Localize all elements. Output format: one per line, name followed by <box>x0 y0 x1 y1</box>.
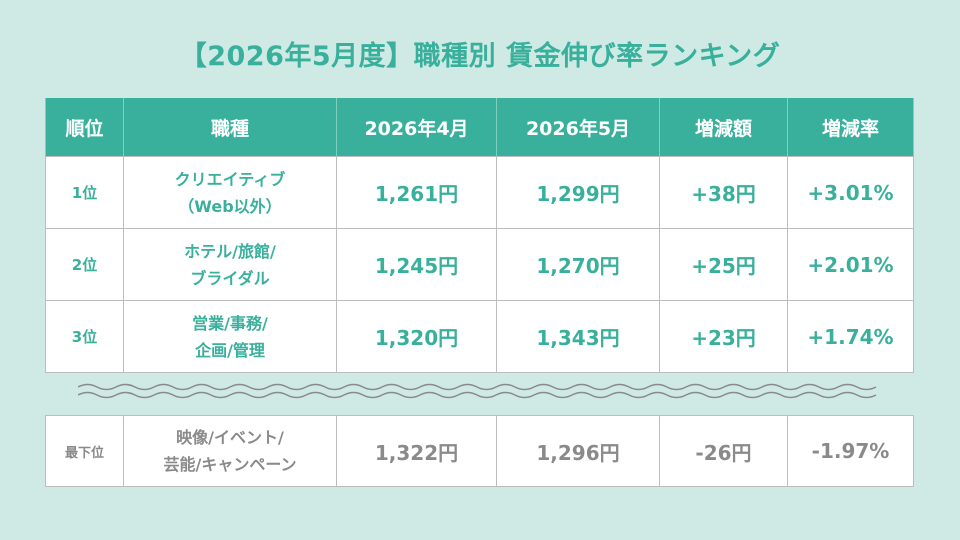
table-row: 2位 ホテル/旅館/ ブライダル 1,245円 1,270円 +25円 +2.0… <box>45 228 914 301</box>
may-cell: 1,299円 <box>496 156 660 229</box>
job-cell: 営業/事務/ 企画/管理 <box>123 300 337 373</box>
may-cell: 1,270円 <box>496 228 660 301</box>
wave-line-lower <box>78 391 877 399</box>
job-cell: クリエイティブ （Web以外） <box>123 156 337 229</box>
job-cell: ホテル/旅館/ ブライダル <box>123 228 337 301</box>
april-cell: 1,261円 <box>336 156 497 229</box>
header-april: 2026年4月 <box>336 98 497 157</box>
job-cell: 映像/イベント/ 芸能/キャンペーン <box>123 415 337 487</box>
header-job: 職種 <box>123 98 337 157</box>
wave-line-upper <box>78 383 877 391</box>
diff-cell: +25円 <box>659 228 788 301</box>
rate-cell: +2.01% <box>787 228 914 301</box>
table-row: 3位 営業/事務/ 企画/管理 1,320円 1,343円 +23円 +1.74… <box>45 300 914 373</box>
rate-cell: +3.01% <box>787 156 914 229</box>
diff-cell: -26円 <box>659 415 788 487</box>
table-header-row: 順位 職種 2026年4月 2026年5月 増減額 増減率 <box>45 98 914 157</box>
job-line-2: ブライダル <box>190 268 270 288</box>
job-line-1: ホテル/旅館/ <box>184 241 276 261</box>
job-line-1: クリエイティブ <box>174 169 286 189</box>
rank-cell: 3位 <box>45 300 124 373</box>
rate-cell: +1.74% <box>787 300 914 373</box>
may-cell: 1,343円 <box>496 300 660 373</box>
job-line-2: 企画/管理 <box>195 340 265 360</box>
header-may: 2026年5月 <box>496 98 660 157</box>
header-rate: 増減率 <box>787 98 914 157</box>
april-cell: 1,320円 <box>336 300 497 373</box>
page-title: 【2026年5月度】職種別 賃金伸び率ランキング <box>179 41 781 72</box>
may-cell: 1,296円 <box>496 415 660 487</box>
ranking-table: 順位 職種 2026年4月 2026年5月 増減額 増減率 1位 クリエイティブ… <box>45 98 914 373</box>
wave-divider <box>78 383 877 399</box>
job-line-2: 芸能/キャンペーン <box>163 455 297 474</box>
header-diff: 増減額 <box>659 98 788 157</box>
rank-cell: 2位 <box>45 228 124 301</box>
job-line-1: 営業/事務/ <box>192 313 268 333</box>
diff-cell: +38円 <box>659 156 788 229</box>
rank-cell: 1位 <box>45 156 124 229</box>
rate-cell: -1.97% <box>787 415 914 487</box>
april-cell: 1,322円 <box>336 415 497 487</box>
rank-cell: 最下位 <box>45 415 124 487</box>
bottom-ranking-table: 最下位 映像/イベント/ 芸能/キャンペーン 1,322円 1,296円 -26… <box>45 415 914 487</box>
table-row: 1位 クリエイティブ （Web以外） 1,261円 1,299円 +38円 +3… <box>45 156 914 229</box>
april-cell: 1,245円 <box>336 228 497 301</box>
diff-cell: +23円 <box>659 300 788 373</box>
job-line-1: 映像/イベント/ <box>176 428 284 447</box>
header-rank: 順位 <box>45 98 124 157</box>
job-line-2: （Web以外） <box>178 196 282 216</box>
table-row-lowest: 最下位 映像/イベント/ 芸能/キャンペーン 1,322円 1,296円 -26… <box>45 415 914 487</box>
